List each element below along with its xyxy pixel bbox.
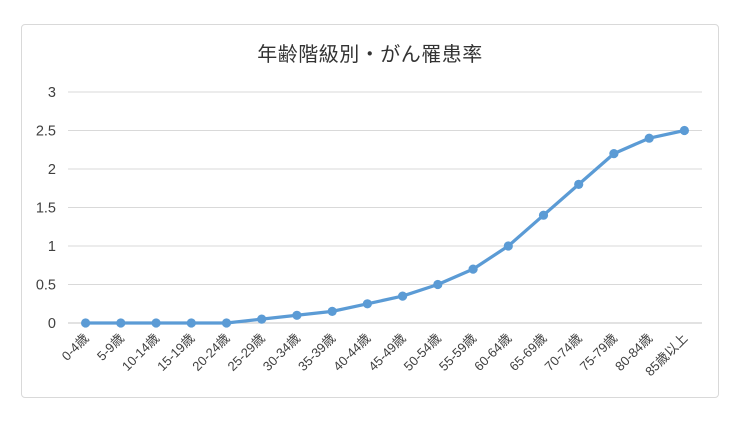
x-tick-label: 75-79歳 xyxy=(577,331,620,374)
y-tick-label: 3 xyxy=(48,85,56,101)
x-tick-label: 40-44歳 xyxy=(330,331,373,374)
data-point-marker xyxy=(644,133,654,143)
data-point-marker xyxy=(398,291,408,301)
data-point-marker xyxy=(362,299,372,309)
x-tick-label: 35-39歳 xyxy=(295,331,338,374)
x-tick-label: 5-9歳 xyxy=(94,331,127,364)
data-point-marker xyxy=(503,241,513,251)
data-point-marker xyxy=(433,279,443,290)
x-tick-label: 70-74歳 xyxy=(542,331,585,374)
x-tick-label: 45-49歳 xyxy=(365,331,408,374)
data-point-marker xyxy=(609,149,619,159)
data-point-marker xyxy=(81,318,91,328)
x-tick-label: 15-19歳 xyxy=(154,331,197,374)
data-point-marker xyxy=(679,125,690,136)
data-point-marker xyxy=(468,264,478,274)
x-tick-label: 60-64歳 xyxy=(471,331,514,374)
chart-frame: 年齢階級別・がん罹患率 0 0.5 1 1.5 2 2.5 3 0-4歳 5-9歳 10-14歳 1… xyxy=(21,24,719,398)
data-point-marker xyxy=(221,318,232,328)
data-point-marker xyxy=(574,179,584,189)
data-point-marker xyxy=(186,318,196,328)
data-point-marker xyxy=(292,310,302,320)
data-series-line xyxy=(83,128,687,325)
data-point-marker xyxy=(257,314,267,324)
x-tick-label: 55-59歳 xyxy=(436,331,479,374)
x-tick-label: 50-54歳 xyxy=(401,331,444,374)
y-tick-label: 2 xyxy=(48,162,56,178)
x-tick-label: 20-24歳 xyxy=(189,331,232,374)
x-tick-label: 25-29歳 xyxy=(225,331,268,374)
y-tick-label: 1 xyxy=(48,239,56,255)
y-tick-label: 2.5 xyxy=(36,124,56,140)
data-point-marker xyxy=(538,210,549,220)
data-point-marker xyxy=(151,318,161,328)
data-point-marker xyxy=(116,318,126,328)
y-tick-label: 0 xyxy=(48,316,56,332)
x-tick-label: 65-69歳 xyxy=(506,331,549,374)
x-tick-label: 0-4歳 xyxy=(59,331,92,364)
y-tick-label: 0.5 xyxy=(36,278,56,294)
data-point-marker xyxy=(327,306,337,316)
x-tick-label: 10-14歳 xyxy=(119,331,162,374)
y-tick-label: 1.5 xyxy=(36,201,56,217)
line-chart-plot: 0 0.5 1 1.5 2 2.5 3 0-4歳 5-9歳10-14歳15-19歳20-24歳2… xyxy=(36,85,702,379)
chart-title: 年齢階級別・がん罹患率 xyxy=(257,44,483,66)
x-tick-label: 30-34歳 xyxy=(260,331,303,374)
